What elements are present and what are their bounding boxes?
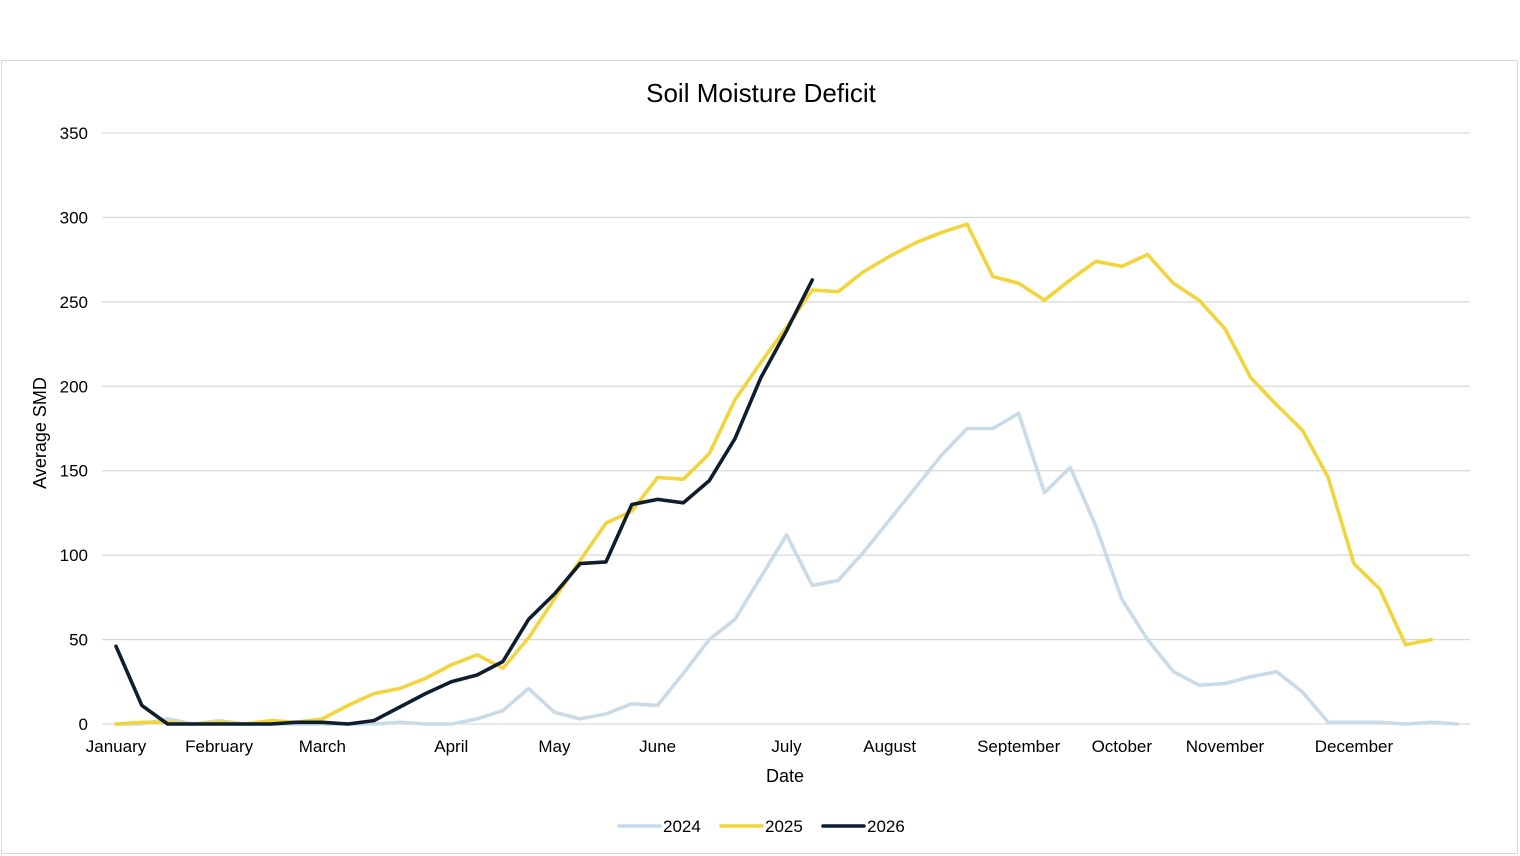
gridlines [102,132,1470,725]
x-tick-label: January [86,737,147,756]
x-tick-label: July [771,737,802,756]
x-tick-label: May [538,737,571,756]
y-tick-label: 300 [60,208,88,227]
x-tick-label: December [1315,737,1394,756]
chart-frame: Soil Moisture Deficit 0 50 100 150 200 250 300… [1,60,1518,854]
x-tick-label: April [434,737,468,756]
legend-label-2025: 2025 [765,817,803,836]
y-axis-ticks: 0 50 100 150 200 250 300 350 [60,124,88,734]
series-line-2026 [114,278,815,726]
y-tick-label: 200 [60,377,88,396]
y-tick-label: 0 [79,715,88,734]
y-tick-label: 100 [60,546,88,565]
x-tick-label: September [977,737,1060,756]
chart-title: Soil Moisture Deficit [646,78,877,108]
x-tick-label: November [1186,737,1265,756]
y-tick-label: 250 [60,293,88,312]
x-axis-ticks: January February March April May June July Augu… [86,737,1394,756]
series-line-2025 [114,222,1434,726]
legend: 2024 2025 2026 [617,817,905,836]
line-chart: Soil Moisture Deficit 0 50 100 150 200 250 300… [30,78,1470,836]
x-axis-title: Date [766,766,804,786]
y-tick-label: 350 [60,124,88,143]
x-tick-label: August [863,737,916,756]
series-line-2024 [114,411,1459,726]
legend-label-2024: 2024 [663,817,701,836]
y-tick-label: 50 [69,631,88,650]
x-tick-label: March [299,737,346,756]
x-tick-label: February [185,737,254,756]
series-lines [114,222,1459,726]
x-tick-label: June [639,737,676,756]
x-tick-label: October [1092,737,1153,756]
legend-label-2026: 2026 [867,817,905,836]
y-axis-title: Average SMD [30,377,50,489]
y-tick-label: 150 [60,462,88,481]
